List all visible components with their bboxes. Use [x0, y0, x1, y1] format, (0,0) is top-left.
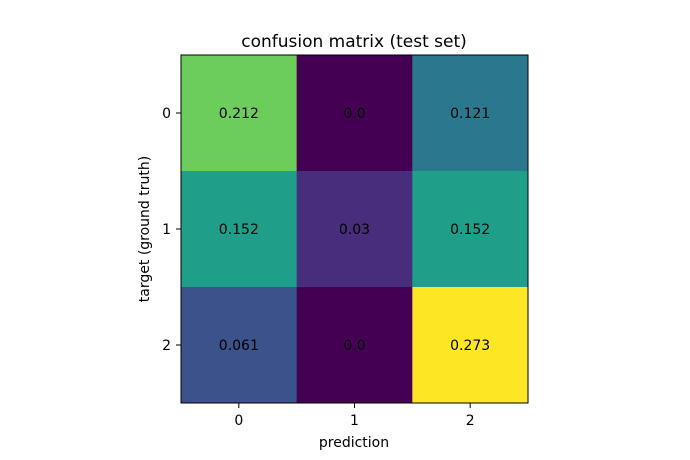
y-axis-label: target (ground truth): [137, 156, 153, 302]
cell-value-label-r1-c0: 0.152: [219, 222, 259, 238]
heatmap-cell-r2-c2: [412, 287, 529, 404]
x-tick-label: 0: [234, 413, 243, 429]
heatmap-cells: [181, 55, 529, 404]
cell-value-label-r1-c2: 0.152: [450, 222, 490, 238]
heatmap-cell-labels: 0.212 0.0 0.121 0.152 0.03 0.152 0.061 0.0 0.273: [219, 106, 490, 354]
cell-value-label-r2-c1: 0.0: [343, 338, 365, 354]
x-tick-label: 1: [350, 413, 359, 429]
x-tick-label: 2: [466, 413, 475, 429]
heatmap-cell-r1-c1: [296, 171, 413, 288]
x-axis-label: prediction: [319, 435, 389, 451]
heatmap-cell-r0-c0: [181, 55, 298, 172]
cell-value-label-r1-c1: 0.03: [339, 222, 370, 238]
cell-value-label-r0-c1: 0.0: [343, 106, 365, 122]
cell-value-label-r0-c2: 0.121: [450, 106, 490, 122]
y-tick-label: 1: [162, 222, 171, 238]
heatmap-cell-r1-c0: [181, 171, 298, 288]
y-tick-label: 2: [162, 338, 171, 354]
heatmap-cell-r1-c2: [412, 171, 529, 288]
cell-value-label-r2-c2: 0.273: [450, 338, 490, 354]
y-axis-ticks: 0 1 2: [162, 106, 181, 354]
cell-value-label-r2-c0: 0.061: [219, 338, 259, 354]
heatmap-cell-r2-c0: [181, 287, 298, 404]
y-tick-label: 0: [162, 106, 171, 122]
heatmap-cell-r0-c2: [412, 55, 529, 172]
cell-value-label-r0-c0: 0.212: [219, 106, 259, 122]
chart-title: confusion matrix (test set): [241, 32, 467, 52]
heatmap-cell-r2-c1: [296, 287, 413, 404]
heatmap-cell-r0-c1: [296, 55, 413, 172]
x-axis-ticks: 0 1 2: [234, 403, 475, 429]
